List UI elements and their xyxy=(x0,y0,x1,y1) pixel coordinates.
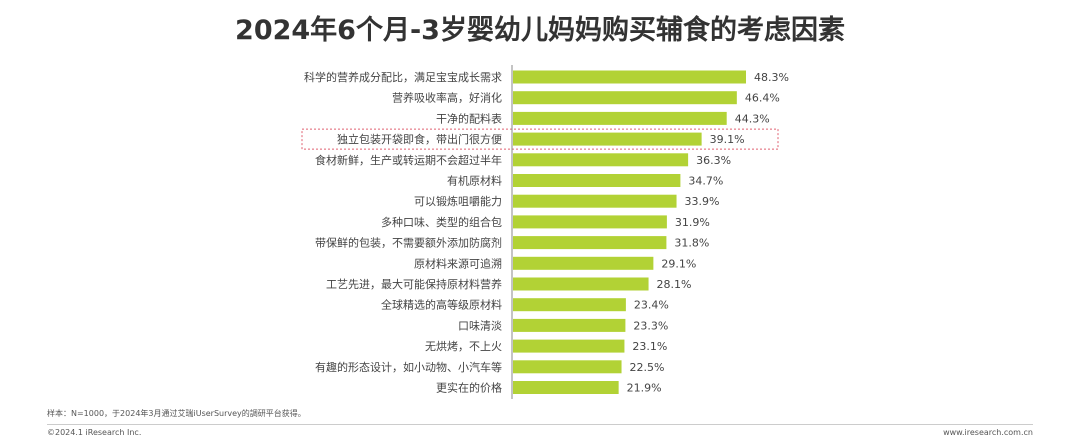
data-label: 48.3% xyxy=(754,71,789,84)
data-label: 36.3% xyxy=(696,154,731,167)
category-label: 有趣的形态设计，如小动物、小汽车等 xyxy=(315,360,502,374)
bar xyxy=(513,111,727,125)
chart-title: 2024年6个月-3岁婴幼儿妈妈购买辅食的考虑因素 xyxy=(235,15,845,46)
bar xyxy=(513,318,626,332)
bar-chart: 科学的营养成分配比，满足宝宝成长需求 48.3% 营养吸收率高，好消化 46.4% 干净… xyxy=(301,65,789,399)
data-label: 21.9% xyxy=(627,382,662,395)
footer-divider xyxy=(47,424,1033,425)
bar xyxy=(513,174,681,187)
bar xyxy=(513,132,702,146)
copyright: ©2024.1 iResearch Inc. xyxy=(47,428,142,437)
category-label: 带保鲜的包装，不需要额外添加防腐剂 xyxy=(315,236,502,250)
category-label: 更实在的价格 xyxy=(436,381,502,395)
category-label: 有机原材料 xyxy=(447,174,502,188)
bar xyxy=(513,277,649,291)
highlight-box xyxy=(301,128,779,150)
category-label: 可以锻炼咀嚼能力 xyxy=(414,194,502,208)
data-label: 46.4% xyxy=(745,92,780,105)
data-label: 33.9% xyxy=(685,195,720,208)
bar xyxy=(513,236,667,250)
category-label: 科学的营养成分配比，满足宝宝成长需求 xyxy=(304,70,502,84)
category-label: 原材料来源可追溯 xyxy=(414,256,502,270)
data-label: 29.1% xyxy=(661,257,696,270)
bar xyxy=(513,256,654,270)
data-label: 44.3% xyxy=(735,112,770,125)
bar xyxy=(513,70,746,84)
category-label: 干净的配料表 xyxy=(436,111,502,125)
bar xyxy=(513,381,619,394)
bar xyxy=(513,298,626,312)
category-label: 独立包装开袋即食，带出门很方便 xyxy=(337,132,502,146)
category-label: 全球精选的高等级原材料 xyxy=(381,298,502,312)
data-label: 22.5% xyxy=(630,361,665,374)
category-label: 口味清淡 xyxy=(458,319,502,332)
data-label: 28.1% xyxy=(657,278,692,291)
bar xyxy=(513,153,689,167)
category-label: 多种口味、类型的组合包 xyxy=(381,215,502,229)
bar xyxy=(513,91,737,105)
source-note: 样本：N=1000，于2024年3月通过艾瑞iUserSurvey的調研平台获得… xyxy=(47,409,306,418)
data-label: 23.4% xyxy=(634,299,669,312)
data-label: 31.9% xyxy=(675,216,710,229)
category-label: 工艺先进，最大可能保持原材料营养 xyxy=(326,277,502,291)
data-label: 39.1% xyxy=(710,133,745,146)
category-label: 营养吸收率高，好消化 xyxy=(392,91,502,105)
data-label: 23.1% xyxy=(632,340,667,353)
bar xyxy=(513,339,625,353)
bar xyxy=(513,215,667,229)
category-label: 无烘烤，不上火 xyxy=(425,339,502,353)
website-link[interactable]: www.iresearch.com.cn xyxy=(943,428,1033,437)
bar xyxy=(513,360,622,374)
data-label: 31.8% xyxy=(674,237,709,250)
data-label: 23.3% xyxy=(633,319,668,332)
data-label: 34.7% xyxy=(688,175,723,188)
bar xyxy=(513,194,677,208)
category-label: 食材新鲜，生产或转运期不会超过半年 xyxy=(315,153,502,167)
